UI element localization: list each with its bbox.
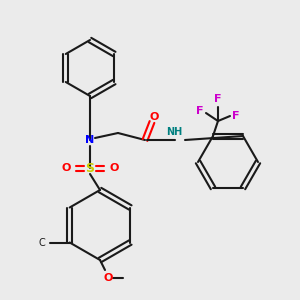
Text: O: O (109, 163, 119, 173)
Text: O: O (61, 163, 71, 173)
Text: C: C (38, 238, 45, 248)
Text: S: S (85, 161, 94, 175)
Text: F: F (196, 106, 204, 116)
Text: N: N (85, 135, 94, 145)
Text: F: F (232, 111, 240, 121)
Text: O: O (149, 112, 159, 122)
Text: F: F (214, 94, 222, 104)
Text: NH: NH (166, 127, 182, 137)
Text: O: O (103, 273, 113, 283)
